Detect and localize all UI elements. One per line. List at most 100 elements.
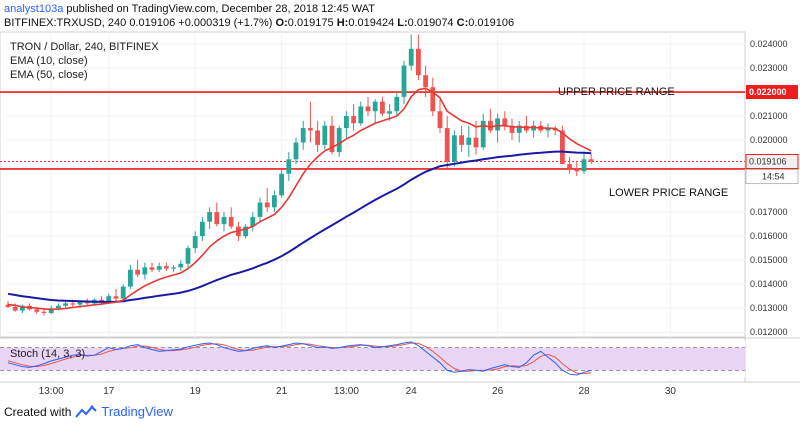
candle-up[interactable]	[336, 125, 342, 157]
candle-body	[315, 130, 320, 145]
candle-down[interactable]	[437, 96, 443, 133]
price-level-tag-label: 0.022000	[749, 87, 787, 97]
candle-down[interactable]	[560, 125, 565, 165]
candle-up[interactable]	[63, 300, 68, 309]
candle-down[interactable]	[214, 202, 220, 227]
candle-down[interactable]	[351, 104, 356, 131]
candle-up[interactable]	[221, 212, 227, 232]
candle-up[interactable]	[200, 216, 205, 241]
candle-up[interactable]	[250, 212, 256, 232]
open-label: O:	[275, 17, 288, 29]
candle-up[interactable]	[322, 120, 328, 150]
candle-down[interactable]	[588, 154, 594, 165]
candle-up[interactable]	[257, 197, 263, 222]
candle-up[interactable]	[293, 137, 299, 165]
candle-down[interactable]	[149, 262, 155, 273]
candle-up[interactable]	[272, 190, 277, 213]
low-label: L:	[397, 17, 408, 29]
candle-body	[142, 267, 148, 275]
candle-up[interactable]	[545, 123, 551, 138]
candle-down[interactable]	[416, 34, 421, 81]
candle-body	[207, 212, 212, 222]
candle-up[interactable]	[207, 207, 212, 229]
candle-up[interactable]	[20, 304, 25, 313]
candle-up[interactable]	[401, 60, 407, 105]
candle-up[interactable]	[171, 264, 176, 273]
candle-body	[336, 128, 342, 153]
candle-up[interactable]	[279, 168, 284, 198]
candle-down[interactable]	[444, 116, 450, 169]
candle-down[interactable]	[228, 207, 234, 229]
candle-body	[120, 286, 126, 299]
candle-up[interactable]	[495, 113, 500, 143]
upper-range-label: UPPER PRICE RANGE	[558, 86, 675, 98]
last-price-tag	[745, 154, 799, 170]
candle-down[interactable]	[380, 96, 385, 117]
candle-body	[452, 135, 457, 162]
candle-up[interactable]	[243, 224, 248, 239]
ema50-legend: EMA (50, close)	[10, 69, 88, 81]
candle-down[interactable]	[459, 125, 464, 153]
last-price-tag-label: 0.019106	[749, 157, 787, 167]
candle-up[interactable]	[581, 152, 587, 174]
author-name[interactable]: analyst103a	[4, 3, 64, 15]
ema10-line	[7, 87, 592, 311]
candle-up[interactable]	[394, 92, 400, 117]
high-label: H:	[336, 17, 349, 29]
candle-body	[329, 125, 335, 153]
candle-down[interactable]	[430, 77, 436, 117]
x-tick-label: 21	[276, 386, 288, 397]
candle-up[interactable]	[452, 130, 457, 167]
candle-body	[358, 106, 364, 124]
ema10-legend: EMA (10, close)	[10, 55, 88, 67]
candle-up[interactable]	[466, 125, 472, 157]
candle-body	[228, 216, 234, 227]
stoch-band	[0, 347, 745, 371]
candle-down[interactable]	[5, 300, 11, 309]
candle-down[interactable]	[113, 288, 119, 301]
candle-down[interactable]	[567, 156, 572, 174]
candle-up[interactable]	[156, 262, 162, 273]
candle-up[interactable]	[344, 111, 349, 138]
footer-brand[interactable]: TradingView	[101, 404, 173, 419]
candle-down[interactable]	[308, 101, 313, 143]
candle-body	[106, 296, 112, 303]
candle-down[interactable]	[488, 108, 493, 133]
candle-up[interactable]	[120, 284, 126, 301]
candle-body	[423, 75, 428, 88]
candle-down[interactable]	[264, 188, 270, 213]
candle-body	[178, 263, 184, 268]
candle-up[interactable]	[286, 152, 292, 181]
y-tick-label: 0.016000	[750, 231, 788, 241]
candle-up[interactable]	[178, 260, 184, 271]
candle-up[interactable]	[185, 245, 191, 268]
candle-down[interactable]	[164, 262, 169, 271]
candle-down[interactable]	[315, 120, 320, 153]
candle-up[interactable]	[372, 99, 378, 124]
y-tick-label: 0.023000	[750, 63, 788, 73]
candle-up[interactable]	[128, 264, 133, 289]
candle-body	[437, 111, 443, 129]
candle-down[interactable]	[509, 118, 515, 141]
candle-up[interactable]	[142, 262, 148, 280]
candle-up[interactable]	[300, 120, 306, 150]
candle-down[interactable]	[423, 65, 428, 97]
candle-up[interactable]	[516, 120, 522, 143]
candle-up[interactable]	[408, 34, 414, 71]
candle-down[interactable]	[574, 161, 580, 177]
candle-body	[77, 302, 83, 305]
candle-up[interactable]	[480, 113, 486, 150]
candle-body	[221, 216, 227, 225]
candle-body	[430, 87, 436, 112]
candle-down[interactable]	[365, 96, 371, 117]
candle-body	[70, 303, 76, 305]
y-tick-label: 0.014000	[750, 279, 788, 289]
candle-down[interactable]	[502, 111, 508, 131]
candle-up[interactable]	[192, 231, 198, 253]
time-tag	[745, 169, 799, 185]
y-tick-label: 0.013000	[750, 303, 788, 313]
candle-down[interactable]	[135, 260, 140, 277]
candle-body	[365, 106, 371, 112]
candle-up[interactable]	[358, 101, 364, 126]
